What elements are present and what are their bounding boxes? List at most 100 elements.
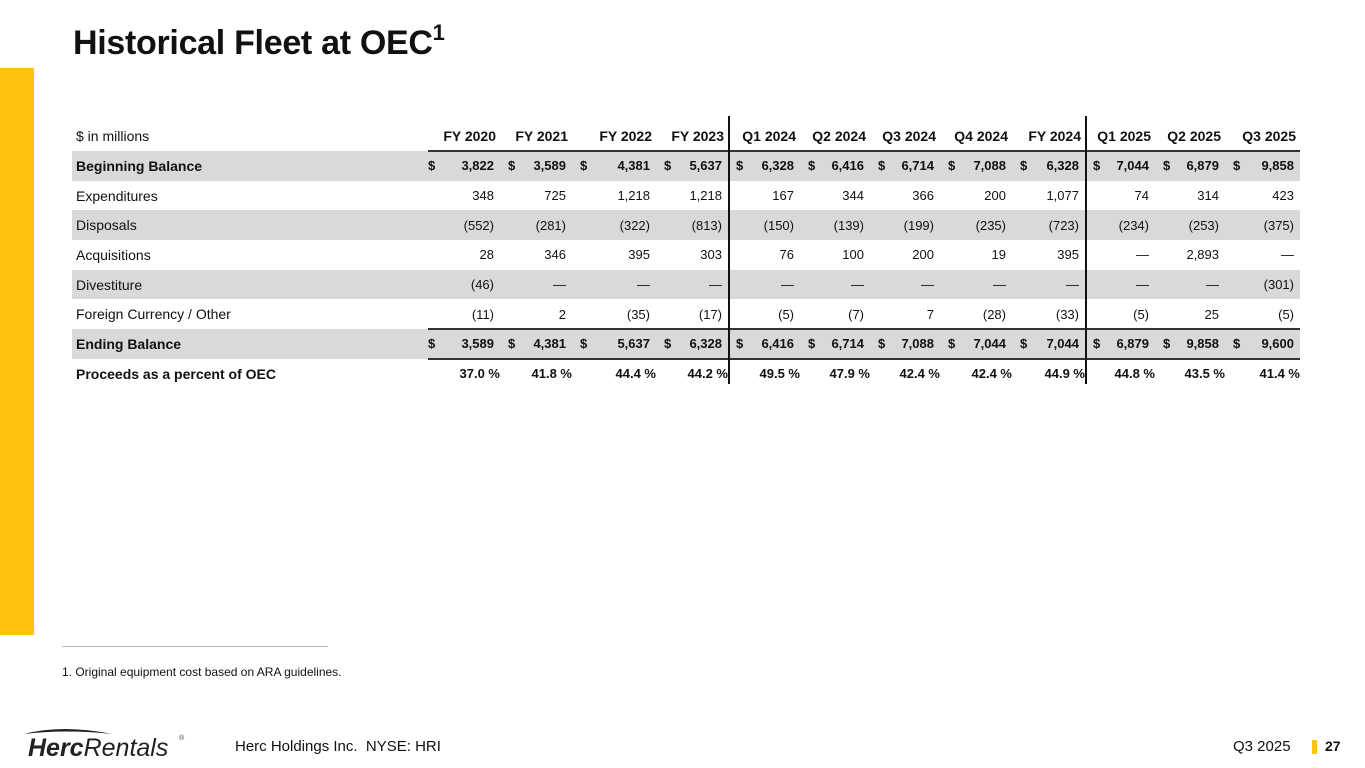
table-cell: 41.4 % [1225, 366, 1300, 381]
column-header: Q1 2024 [742, 128, 796, 144]
table-cell: (322) [572, 218, 656, 233]
accent-bar [0, 68, 34, 635]
cell-value: 7,044 [1116, 158, 1149, 174]
table-cell: — [800, 277, 870, 292]
currency-symbol: $ [508, 158, 516, 174]
cell-value: 28 [479, 247, 494, 263]
footnote-divider [62, 646, 328, 647]
cell-value: (813) [691, 217, 722, 233]
table-cell: (301) [1225, 277, 1300, 292]
table-cell: 366 [870, 188, 940, 203]
table-cell: — [572, 277, 656, 292]
table-cell: $6,714 [800, 336, 870, 351]
cell-value: 167 [772, 188, 794, 204]
currency-symbol: $ [1163, 158, 1171, 174]
table-cell: 395 [1012, 247, 1085, 262]
table-cell: 346 [500, 247, 572, 262]
cell-value: 6,328 [761, 158, 794, 174]
currency-symbol: $ [664, 158, 672, 174]
cell-value: 6,328 [689, 336, 722, 352]
table-row: Expenditures 348 725 1,218 1,218 167 344 366 200… [72, 181, 1300, 211]
cell-value: (552) [463, 217, 494, 233]
table-cell: — [1155, 277, 1225, 292]
cell-value: 344 [842, 188, 864, 204]
row-label: Ending Balance [76, 335, 182, 352]
cell-value: 41.8 % [531, 366, 572, 382]
table-cell: $9,858 [1225, 158, 1300, 173]
currency-symbol: $ [664, 336, 672, 352]
table-cell: $9,858 [1155, 336, 1225, 351]
cell-value: (150) [763, 217, 794, 233]
period-divider [1085, 116, 1087, 384]
table-cell: $6,714 [870, 158, 940, 173]
table-cell: — [1085, 247, 1155, 262]
table-row: Beginning Balance $3,822 $3,589 $4,381 $5,63… [72, 151, 1300, 181]
cell-value: 76 [779, 247, 794, 263]
table-rule [428, 328, 1300, 331]
table-cell: (199) [870, 218, 940, 233]
cell-value: 6,328 [1046, 158, 1079, 174]
table-cell: (552) [420, 218, 500, 233]
cell-value: 7,044 [1046, 336, 1079, 352]
table-cell: 348 [420, 188, 500, 203]
table-cell: 344 [800, 188, 870, 203]
currency-symbol: $ [808, 158, 816, 174]
table-cell: (33) [1012, 307, 1085, 322]
cell-value: (281) [535, 217, 566, 233]
table-cell: — [728, 277, 800, 292]
cell-value: 49.5 % [759, 366, 800, 382]
currency-symbol: $ [948, 336, 956, 352]
column-header: FY 2023 [671, 128, 724, 144]
cell-value: 3,822 [461, 158, 494, 174]
currency-symbol: $ [1093, 158, 1101, 174]
row-label: Disposals [76, 217, 137, 234]
table-cell: (5) [1225, 307, 1300, 322]
column-header: FY 2020 [443, 128, 496, 144]
table-cell: 28 [420, 247, 500, 262]
cell-value: — [1136, 277, 1149, 293]
table-cell: 100 [800, 247, 870, 262]
table-cell: (281) [500, 218, 572, 233]
cell-value: 3,589 [533, 158, 566, 174]
cell-value: 19 [991, 247, 1006, 263]
cell-value: — [781, 277, 794, 293]
footnote: 1. Original equipment cost based on ARA … [62, 665, 342, 679]
cell-value: (234) [1118, 217, 1149, 233]
cell-value: (28) [982, 306, 1006, 322]
table-cell: (234) [1085, 218, 1155, 233]
cell-value: — [993, 277, 1006, 293]
svg-text:®: ® [179, 734, 185, 742]
cell-value: 4,381 [617, 158, 650, 174]
table-cell: $7,044 [940, 336, 1012, 351]
cell-value: (301) [1263, 277, 1294, 293]
currency-symbol: $ [948, 158, 956, 174]
cell-value: 37.0 % [459, 366, 500, 382]
cell-value: 47.9 % [829, 366, 870, 382]
table-cell: 76 [728, 247, 800, 262]
table-cell: (253) [1155, 218, 1225, 233]
table-cell: (723) [1012, 218, 1085, 233]
table-cell: 167 [728, 188, 800, 203]
cell-value: 395 [1057, 247, 1079, 263]
table-rule [428, 357, 1300, 360]
currency-symbol: $ [428, 336, 436, 352]
table-cell: (5) [1085, 307, 1155, 322]
cell-value: 2,893 [1186, 247, 1219, 263]
table-cell: (11) [420, 307, 500, 322]
cell-value: (322) [619, 217, 650, 233]
table-row: Divestiture (46) — — — — — — — — — — (301) [72, 269, 1300, 300]
table-cell: 44.4 % [572, 366, 656, 381]
table-cell: — [940, 277, 1012, 292]
table-cell: 43.5 % [1155, 366, 1225, 381]
cell-value: 346 [544, 247, 566, 263]
currency-symbol: $ [736, 158, 744, 174]
table-cell: $6,328 [1012, 158, 1085, 173]
table-cell: 395 [572, 247, 656, 262]
table-cell: 42.4 % [870, 366, 940, 381]
table-cell: 7 [870, 307, 940, 322]
cell-value: (235) [975, 217, 1006, 233]
table-cell: 2,893 [1155, 247, 1225, 262]
cell-value: (375) [1263, 217, 1294, 233]
column-header: Q4 2024 [954, 128, 1008, 144]
table-cell: — [1012, 277, 1085, 292]
